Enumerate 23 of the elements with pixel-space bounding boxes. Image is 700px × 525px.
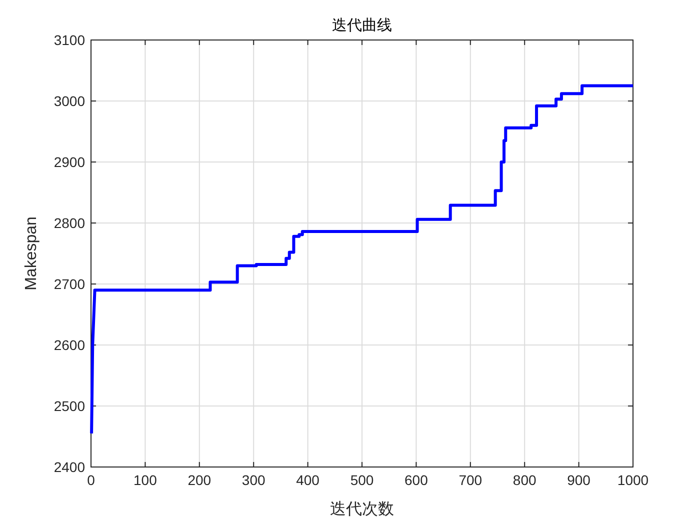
x-axis-title: 迭代次数 [330,500,394,518]
x-tick-label: 500 [350,472,374,488]
x-tick-label: 0 [87,472,96,488]
x-tick-label: 300 [242,472,266,488]
y-tick-label: 2800 [54,215,86,231]
x-tick-label: 400 [296,472,320,488]
x-tick-label: 600 [404,472,428,488]
x-tick-label: 100 [134,472,158,488]
y-tick-label: 2900 [54,154,86,170]
chart-title: 迭代曲线 [332,17,392,34]
y-tick-label: 2700 [54,276,86,292]
y-axis-title: Makespan [23,216,40,290]
y-tick-label: 2400 [54,459,86,475]
y-tick-label: 3100 [54,32,86,48]
y-tick-label: 2500 [54,398,86,414]
x-tick-label: 200 [188,472,212,488]
x-tick-label: 1000 [617,472,649,488]
y-tick-label: 2600 [54,337,86,353]
x-tick-label: 900 [567,472,591,488]
x-tick-label: 800 [512,472,536,488]
x-tick-label: 700 [458,472,482,488]
line-series [90,84,634,435]
y-tick-label: 3000 [54,93,86,109]
